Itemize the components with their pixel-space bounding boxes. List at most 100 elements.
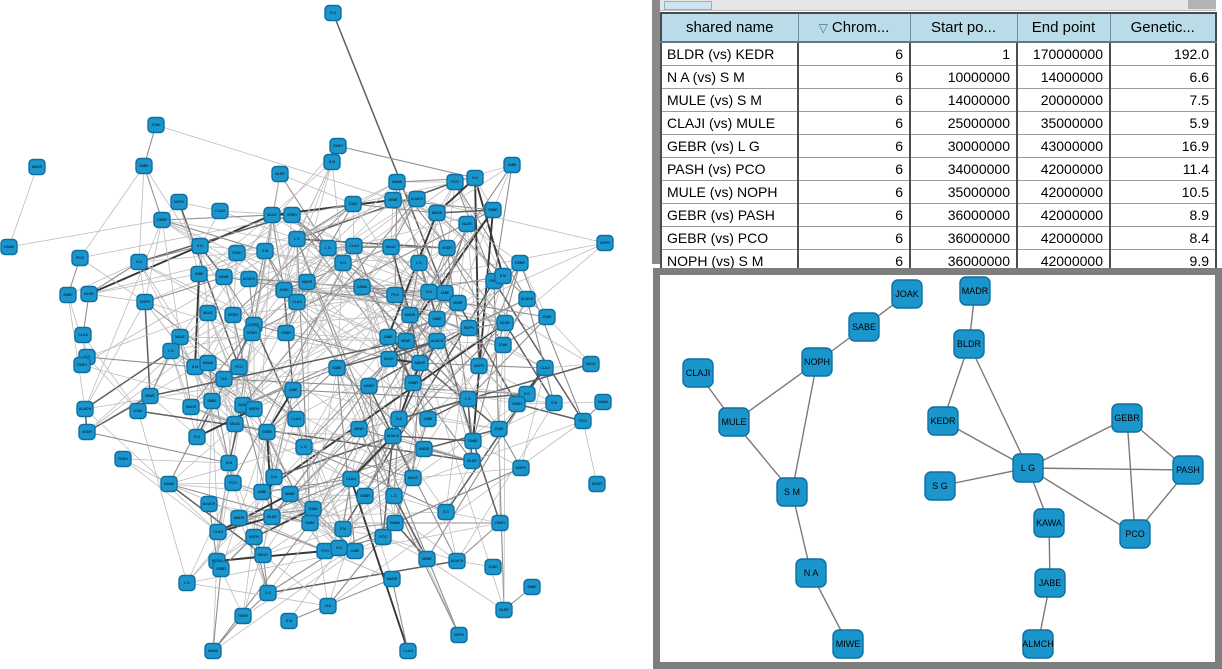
network-node[interactable]: BLDR <box>263 508 281 526</box>
cell-value[interactable]: 36000000 <box>909 203 1017 227</box>
cell-value[interactable]: 35000000 <box>909 180 1017 204</box>
cell-value[interactable]: 42000000 <box>1016 203 1110 227</box>
network-node[interactable]: KAWA <box>204 642 222 660</box>
cell-value[interactable]: 6 <box>797 203 910 227</box>
network-node[interactable]: MULE <box>718 407 750 437</box>
network-node[interactable]: N A <box>319 597 337 615</box>
network-node[interactable]: JABE <box>253 483 271 501</box>
network-node[interactable]: KAWA <box>0 238 18 256</box>
network-node[interactable]: SABE <box>135 157 153 175</box>
network-node[interactable]: CLAJI <box>287 410 305 428</box>
network-node[interactable]: N A <box>795 558 827 588</box>
network-node[interactable]: MULE <box>382 238 400 256</box>
network-node[interactable]: PCO <box>224 474 242 492</box>
network-node[interactable]: PASH <box>508 395 526 413</box>
network-node[interactable]: SABE <box>301 514 319 532</box>
network-node[interactable]: NOPH <box>245 528 263 546</box>
network-node[interactable]: MULE <box>171 328 189 346</box>
network-node[interactable]: JABE <box>503 156 521 174</box>
network-node[interactable]: MIWE <box>418 550 436 568</box>
network-node[interactable]: KEDR <box>360 377 378 395</box>
scrollbar-thumb[interactable] <box>664 1 712 10</box>
network-node[interactable]: SABE <box>848 312 880 342</box>
table-scrollbar-strip[interactable] <box>660 0 1216 11</box>
cell-value[interactable]: 6.6 <box>1109 65 1216 89</box>
network-node[interactable]: S G <box>924 471 956 501</box>
network-node[interactable]: L G <box>385 487 403 505</box>
cell-value[interactable]: 6 <box>797 226 910 250</box>
network-node[interactable]: SABE <box>523 578 541 596</box>
network-node[interactable]: NOPH <box>801 347 833 377</box>
cell-value[interactable]: 6 <box>797 134 910 158</box>
cell-value[interactable]: 8.9 <box>1109 203 1216 227</box>
network-node[interactable]: ALMCH <box>240 270 258 288</box>
network-node[interactable]: CLAJI <box>399 642 417 660</box>
network-node[interactable]: SABE <box>428 310 446 328</box>
network-node[interactable]: MADR <box>401 306 419 324</box>
network-node[interactable]: KEDR <box>588 475 606 493</box>
network-node[interactable]: MADR <box>383 570 401 588</box>
cell-shared-name[interactable]: BLDR (vs) KEDR <box>660 41 798 66</box>
network-node[interactable]: L G <box>459 390 477 408</box>
table-row[interactable]: BLDR (vs) KEDR 6 1 170000000 192.0 <box>660 41 1216 66</box>
network-node[interactable]: MADR <box>411 354 429 372</box>
network-node[interactable]: N A <box>420 283 438 301</box>
network-node[interactable]: KAWA <box>594 393 612 411</box>
network-node[interactable]: SABE <box>59 286 77 304</box>
network-node[interactable]: JABE <box>284 381 302 399</box>
network-node[interactable]: CLAJI <box>74 326 92 344</box>
network-node[interactable]: PCO <box>374 528 392 546</box>
network-node[interactable]: JOAK <box>344 195 362 213</box>
network-node[interactable]: MIWE <box>832 629 864 659</box>
network-node[interactable]: PASH <box>234 607 252 625</box>
network-node[interactable]: MULE <box>226 415 244 433</box>
cell-value[interactable]: 6 <box>797 249 910 273</box>
network-node[interactable]: JOAK <box>129 402 147 420</box>
network-node[interactable]: S M <box>545 394 563 412</box>
network-node[interactable]: PCO <box>316 542 334 560</box>
network-node[interactable]: CLAJI <box>211 202 229 220</box>
cell-value[interactable]: 36000000 <box>909 226 1017 250</box>
network-node[interactable]: PCO <box>1119 519 1151 549</box>
network-node[interactable]: PASH <box>73 356 91 374</box>
network-node[interactable]: MADR <box>428 204 446 222</box>
cell-value[interactable]: 34000000 <box>909 157 1017 181</box>
network-node[interactable]: GEBR <box>258 423 276 441</box>
table-row[interactable]: NOPH (vs) S M 6 36000000 42000000 9.9 <box>660 249 1216 273</box>
network-node[interactable]: PASH <box>228 244 246 262</box>
network-node[interactable]: MIWE <box>141 387 159 405</box>
table-row[interactable]: CLAJI (vs) MULE 6 25000000 35000000 5.9 <box>660 111 1216 135</box>
cell-shared-name[interactable]: GEBR (vs) PASH <box>660 203 798 227</box>
cell-shared-name[interactable]: N A (vs) S M <box>660 65 798 89</box>
network-node[interactable]: N A <box>265 468 283 486</box>
sub-network-canvas[interactable]: JOAK MADR SABE BLDR NOPH CLAJI MULE KEDR GEBR L G… <box>660 275 1215 662</box>
network-node[interactable]: NOPH <box>460 319 478 337</box>
network-node[interactable]: PCO <box>574 412 592 430</box>
cell-shared-name[interactable]: MULE (vs) S M <box>660 88 798 112</box>
network-node[interactable]: MIWE <box>397 332 415 350</box>
network-node[interactable]: KAWA <box>199 354 217 372</box>
cell-shared-name[interactable]: PASH (vs) PCO <box>660 157 798 181</box>
network-node[interactable]: PCO <box>386 286 404 304</box>
network-node[interactable]: KAWA <box>160 475 178 493</box>
network-node[interactable]: JOAK <box>538 308 556 326</box>
network-node[interactable]: KEDR <box>78 423 96 441</box>
cell-shared-name[interactable]: CLAJI (vs) MULE <box>660 111 798 135</box>
network-node[interactable]: GEBR <box>153 211 171 229</box>
network-node[interactable]: BLDR <box>463 452 481 470</box>
network-node[interactable]: S M <box>220 454 238 472</box>
cell-shared-name[interactable]: GEBR (vs) L G <box>660 134 798 158</box>
network-node[interactable]: KAWA <box>388 173 406 191</box>
network-node[interactable]: PCO <box>446 173 464 191</box>
cell-value[interactable]: 5.9 <box>1109 111 1216 135</box>
network-node[interactable]: NOPH <box>470 357 488 375</box>
network-node[interactable]: N A <box>215 370 233 388</box>
network-node[interactable]: MULE <box>199 304 217 322</box>
network-node[interactable]: S G <box>324 4 342 22</box>
cell-shared-name[interactable]: MULE (vs) NOPH <box>660 180 798 204</box>
network-node[interactable]: JABE <box>419 410 437 428</box>
column-header-endpoint[interactable]: End point <box>1016 12 1111 43</box>
network-node[interactable]: GEBR <box>404 374 422 392</box>
cell-value[interactable]: 25000000 <box>909 111 1017 135</box>
network-node[interactable]: MIWE <box>215 268 233 286</box>
